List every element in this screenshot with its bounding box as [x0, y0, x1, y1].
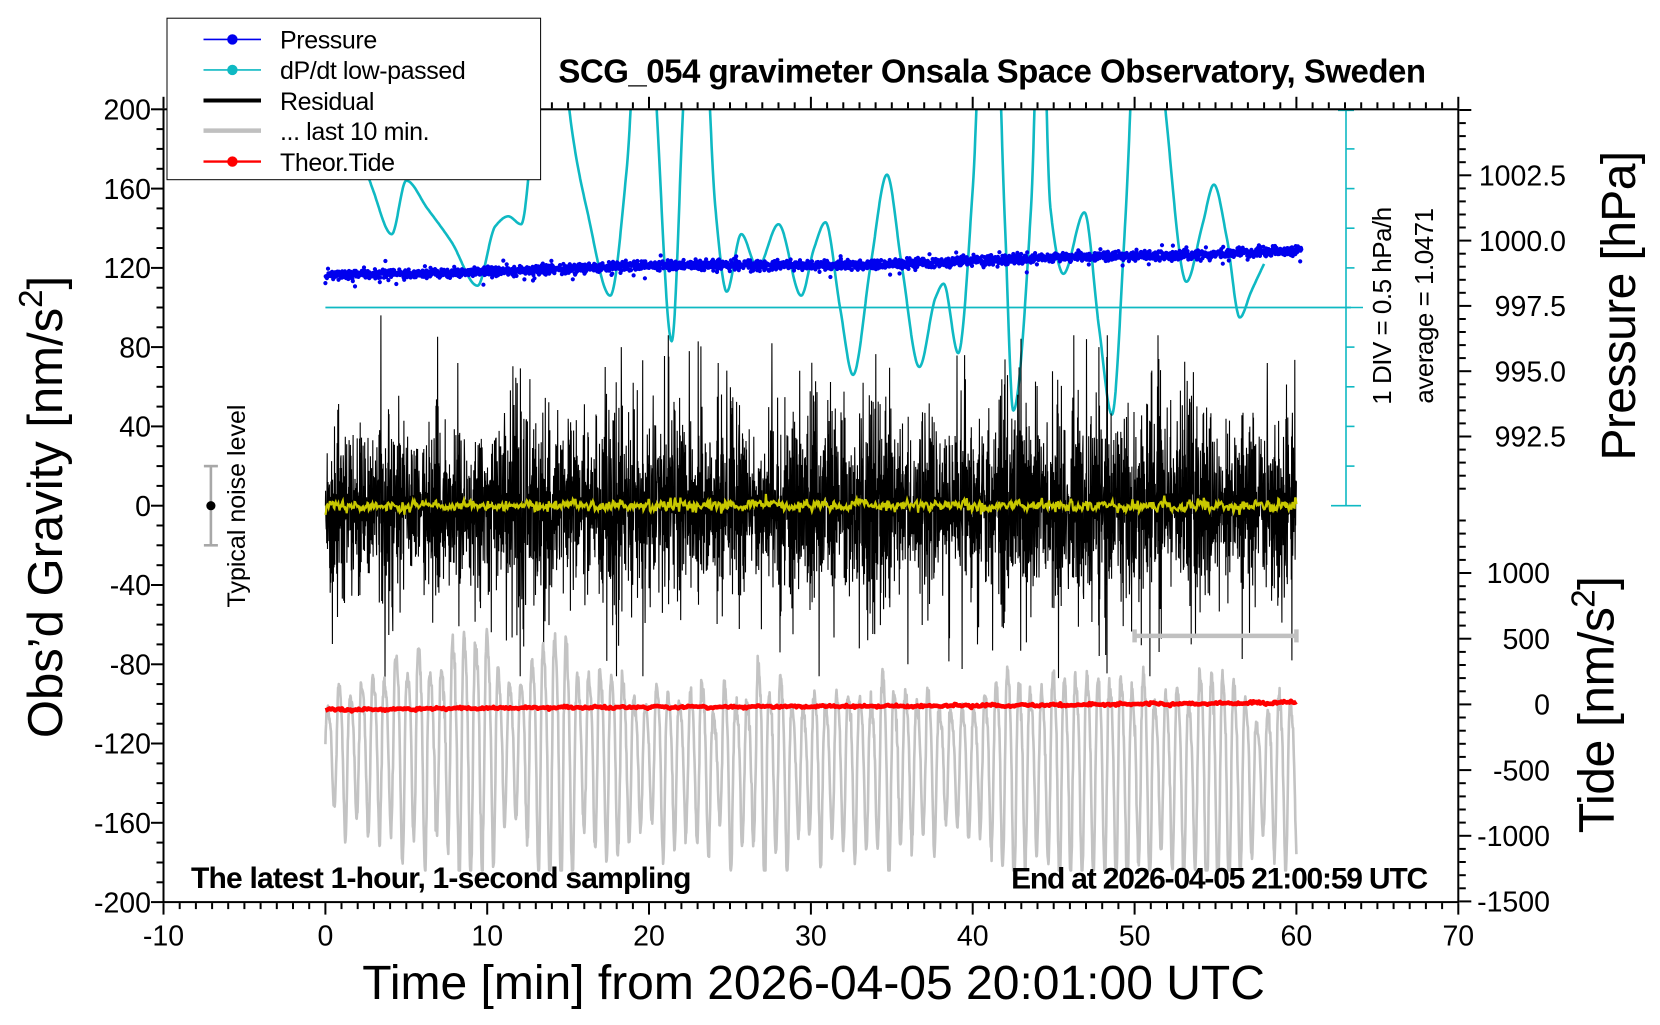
svg-text:997.5: 997.5 — [1495, 291, 1566, 323]
svg-text:-160: -160 — [94, 808, 151, 840]
svg-text:-1500: -1500 — [1477, 887, 1550, 919]
svg-text:-40: -40 — [110, 570, 151, 602]
svg-text:Tide [nm/s2]: Tide [nm/s2] — [1565, 577, 1625, 834]
svg-text:70: 70 — [1442, 921, 1474, 953]
svg-text:-1000: -1000 — [1477, 821, 1550, 853]
svg-text:-500: -500 — [1493, 755, 1550, 787]
svg-text:1 DIV = 0.5 hPa/h: 1 DIV = 0.5 hPa/h — [1367, 207, 1397, 404]
svg-text:1002.5: 1002.5 — [1479, 161, 1566, 193]
svg-text:Theor.Tide: Theor.Tide — [280, 149, 395, 177]
svg-text:50: 50 — [1119, 921, 1151, 953]
svg-text:dP/dt low-passed: dP/dt low-passed — [280, 57, 465, 85]
svg-text:-120: -120 — [94, 729, 151, 761]
svg-text:0: 0 — [317, 921, 333, 953]
svg-text:40: 40 — [119, 412, 151, 444]
svg-text:Residual: Residual — [280, 88, 374, 116]
svg-text:30: 30 — [795, 921, 827, 953]
svg-text:Typical noise level: Typical noise level — [223, 405, 251, 608]
svg-text:SCG_054 gravimeter Onsala Spac: SCG_054 gravimeter Onsala Space Observat… — [558, 53, 1425, 90]
svg-text:-200: -200 — [94, 887, 151, 919]
svg-text:Obs’d Gravity [nm/s2]: Obs’d Gravity [nm/s2] — [12, 276, 73, 738]
svg-text:The latest 1-hour, 1-second sa: The latest 1-hour, 1-second sampling — [191, 862, 691, 895]
svg-text:10: 10 — [471, 921, 503, 953]
svg-text:992.5: 992.5 — [1495, 422, 1566, 454]
svg-text:Time [min] from 2026-04-05 20:: Time [min] from 2026-04-05 20:01:00 UTC — [362, 957, 1265, 1010]
svg-text:40: 40 — [957, 921, 989, 953]
svg-text:Pressure [hPa]: Pressure [hPa] — [1593, 151, 1646, 460]
svg-text:-10: -10 — [143, 921, 184, 953]
svg-text:80: 80 — [119, 332, 151, 364]
svg-text:Pressure: Pressure — [280, 27, 377, 55]
svg-text:End at 2026-04-05 21:00:59 UTC: End at 2026-04-05 21:00:59 UTC — [1011, 863, 1427, 896]
svg-text:995.0: 995.0 — [1495, 356, 1566, 388]
svg-text:-80: -80 — [110, 650, 151, 682]
svg-text:1000.0: 1000.0 — [1479, 226, 1566, 258]
svg-text:200: 200 — [103, 95, 151, 127]
svg-text:60: 60 — [1281, 921, 1313, 953]
svg-text:0: 0 — [135, 491, 151, 523]
svg-text:0: 0 — [1534, 690, 1550, 722]
svg-text:1000: 1000 — [1487, 558, 1550, 590]
svg-text:500: 500 — [1502, 624, 1550, 656]
svg-text:20: 20 — [633, 921, 665, 953]
svg-text:120: 120 — [103, 253, 151, 285]
svg-text:160: 160 — [103, 174, 151, 206]
svg-text:... last 10 min.: ... last 10 min. — [280, 118, 429, 146]
svg-text:average = 1.0471: average = 1.0471 — [1409, 208, 1439, 403]
